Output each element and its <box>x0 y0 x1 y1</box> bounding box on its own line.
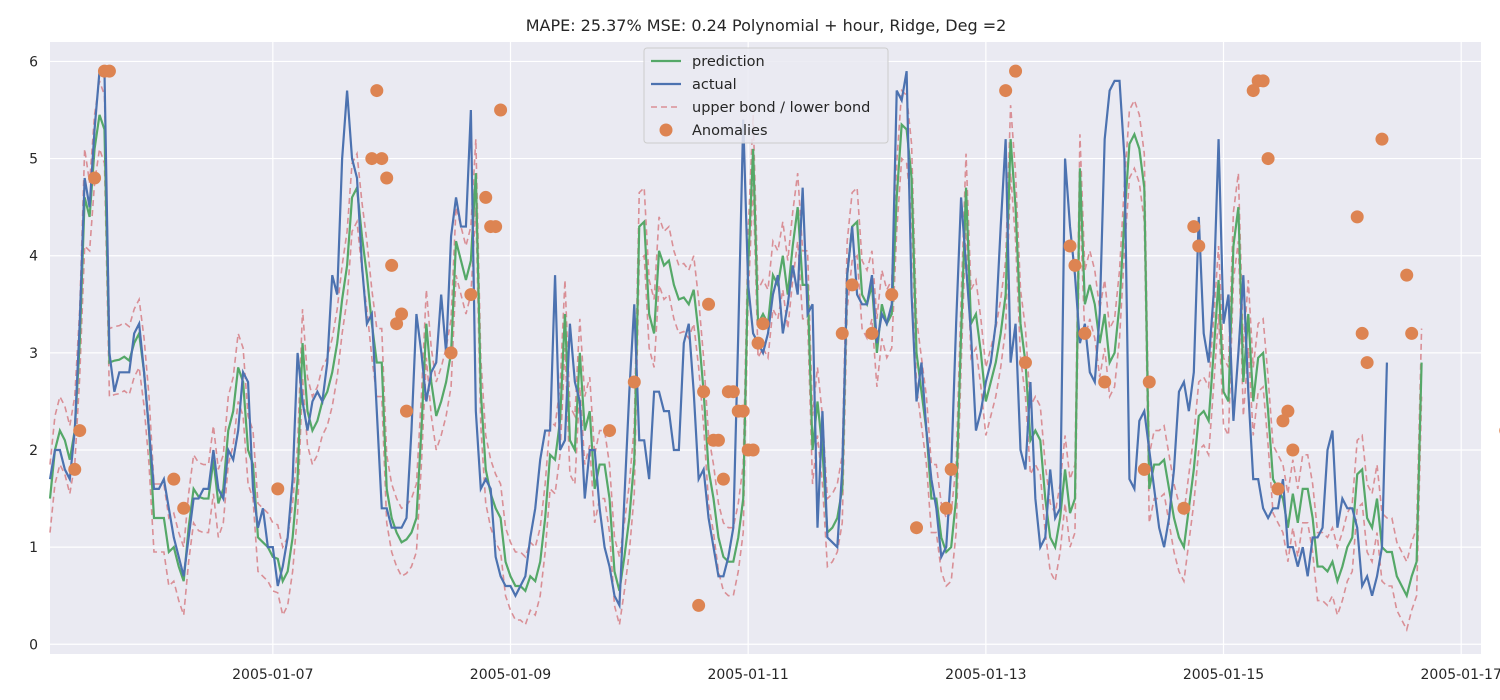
anomaly-point <box>865 326 879 340</box>
anomaly-point <box>464 288 478 302</box>
y-tick-label: 3 <box>29 346 38 362</box>
prediction-line <box>48 114 1423 599</box>
anomaly-point <box>756 317 770 331</box>
anomaly-point <box>910 521 924 535</box>
anomaly-point <box>1281 404 1295 418</box>
y-tick-label: 2 <box>29 443 38 459</box>
anomaly-point <box>271 482 285 496</box>
anomaly-point <box>702 297 716 311</box>
x-tick-label: 2005-01-11 <box>707 667 788 683</box>
anomaly-point <box>697 385 711 399</box>
legend-swatch-anomalies <box>659 123 673 137</box>
anomaly-point <box>1246 84 1260 98</box>
upper-bound-line <box>49 80 1423 564</box>
anomaly-point <box>885 288 899 302</box>
anomaly-point <box>1286 443 1300 457</box>
legend-label: actual <box>692 77 737 93</box>
x-tick-label: 2005-01-17 <box>1421 667 1500 683</box>
anomaly-point <box>1360 356 1374 370</box>
anomaly-point <box>603 424 617 438</box>
anomaly-point <box>1018 356 1032 370</box>
anomaly-point <box>1009 64 1023 78</box>
y-tick-label: 0 <box>29 637 38 653</box>
anomaly-point <box>716 472 730 486</box>
x-tick-label: 2005-01-13 <box>945 667 1026 683</box>
anomaly-point <box>400 404 414 418</box>
anomaly-point <box>845 278 859 292</box>
x-tick-label: 2005-01-15 <box>1183 667 1264 683</box>
anomaly-point <box>380 171 394 185</box>
anomaly-point <box>939 501 953 515</box>
anomaly-point <box>1350 210 1364 224</box>
anomaly-point <box>736 404 750 418</box>
anomaly-point <box>1078 326 1092 340</box>
anomaly-point <box>68 462 82 476</box>
anomaly-point <box>73 424 87 438</box>
anomaly-point <box>1068 258 1082 272</box>
anomaly-point <box>1142 375 1156 389</box>
anomaly-point <box>627 375 641 389</box>
anomaly-point <box>1355 326 1369 340</box>
legend-label: prediction <box>692 54 765 70</box>
anomaly-point <box>1187 220 1201 234</box>
anomaly-point <box>390 317 404 331</box>
lower-bound-line <box>49 148 1423 632</box>
anomaly-point <box>1375 132 1389 146</box>
anomaly-point <box>370 84 384 98</box>
x-tick-label: 2005-01-07 <box>232 667 313 683</box>
legend: prediction actual upper bond / lower bond A… <box>643 47 889 144</box>
anomaly-point <box>944 462 958 476</box>
anomaly-point <box>1137 462 1151 476</box>
y-tick-label: 4 <box>29 249 38 265</box>
anomaly-point <box>692 598 706 612</box>
y-axis-tick-labels: 0 1 2 3 4 5 6 <box>29 54 38 653</box>
legend-label: Anomalies <box>692 123 768 139</box>
x-tick-label: 2005-01-09 <box>470 667 551 683</box>
legend-box <box>643 47 889 144</box>
anomaly-point <box>1192 239 1206 253</box>
anomaly-point <box>726 385 740 399</box>
anomaly-point <box>444 346 458 360</box>
anomaly-point <box>177 501 191 515</box>
anomaly-point <box>365 152 379 166</box>
anomaly-point <box>88 171 102 185</box>
anomaly-point <box>999 84 1013 98</box>
anomaly-point <box>751 336 765 350</box>
anomaly-point <box>1271 482 1285 496</box>
series-layer <box>48 64 1500 632</box>
anomaly-point <box>1098 375 1112 389</box>
anomaly-point <box>1177 501 1191 515</box>
y-tick-label: 1 <box>29 540 38 556</box>
y-tick-label: 6 <box>29 54 38 70</box>
anomaly-point <box>479 190 493 204</box>
actual-line <box>48 70 1389 610</box>
legend-label: upper bond / lower bond <box>692 100 870 116</box>
anomaly-point <box>711 433 725 447</box>
anomaly-point <box>746 443 760 457</box>
anomaly-point <box>1276 414 1290 428</box>
anomaly-point <box>167 472 181 486</box>
anomaly-point <box>1261 152 1275 166</box>
anomaly-point <box>395 307 409 321</box>
x-axis-tick-labels: 2005-01-07 2005-01-09 2005-01-11 2005-01-13… <box>232 667 1500 683</box>
anomaly-point <box>489 220 503 234</box>
anomaly-point <box>385 258 399 272</box>
y-tick-label: 5 <box>29 152 38 168</box>
anomaly-point <box>835 326 849 340</box>
anomaly-point <box>494 103 508 117</box>
anomaly-point <box>1256 74 1270 88</box>
chart-title: MAPE: 25.37% MSE: 0.24 Polynomial + hour… <box>526 16 1007 35</box>
anomaly-point <box>1405 326 1419 340</box>
anomaly-point <box>1063 239 1077 253</box>
anomaly-point <box>375 152 389 166</box>
anomaly-point <box>102 64 116 78</box>
anomaly-point <box>1400 268 1414 282</box>
grid-lines <box>50 42 1481 654</box>
